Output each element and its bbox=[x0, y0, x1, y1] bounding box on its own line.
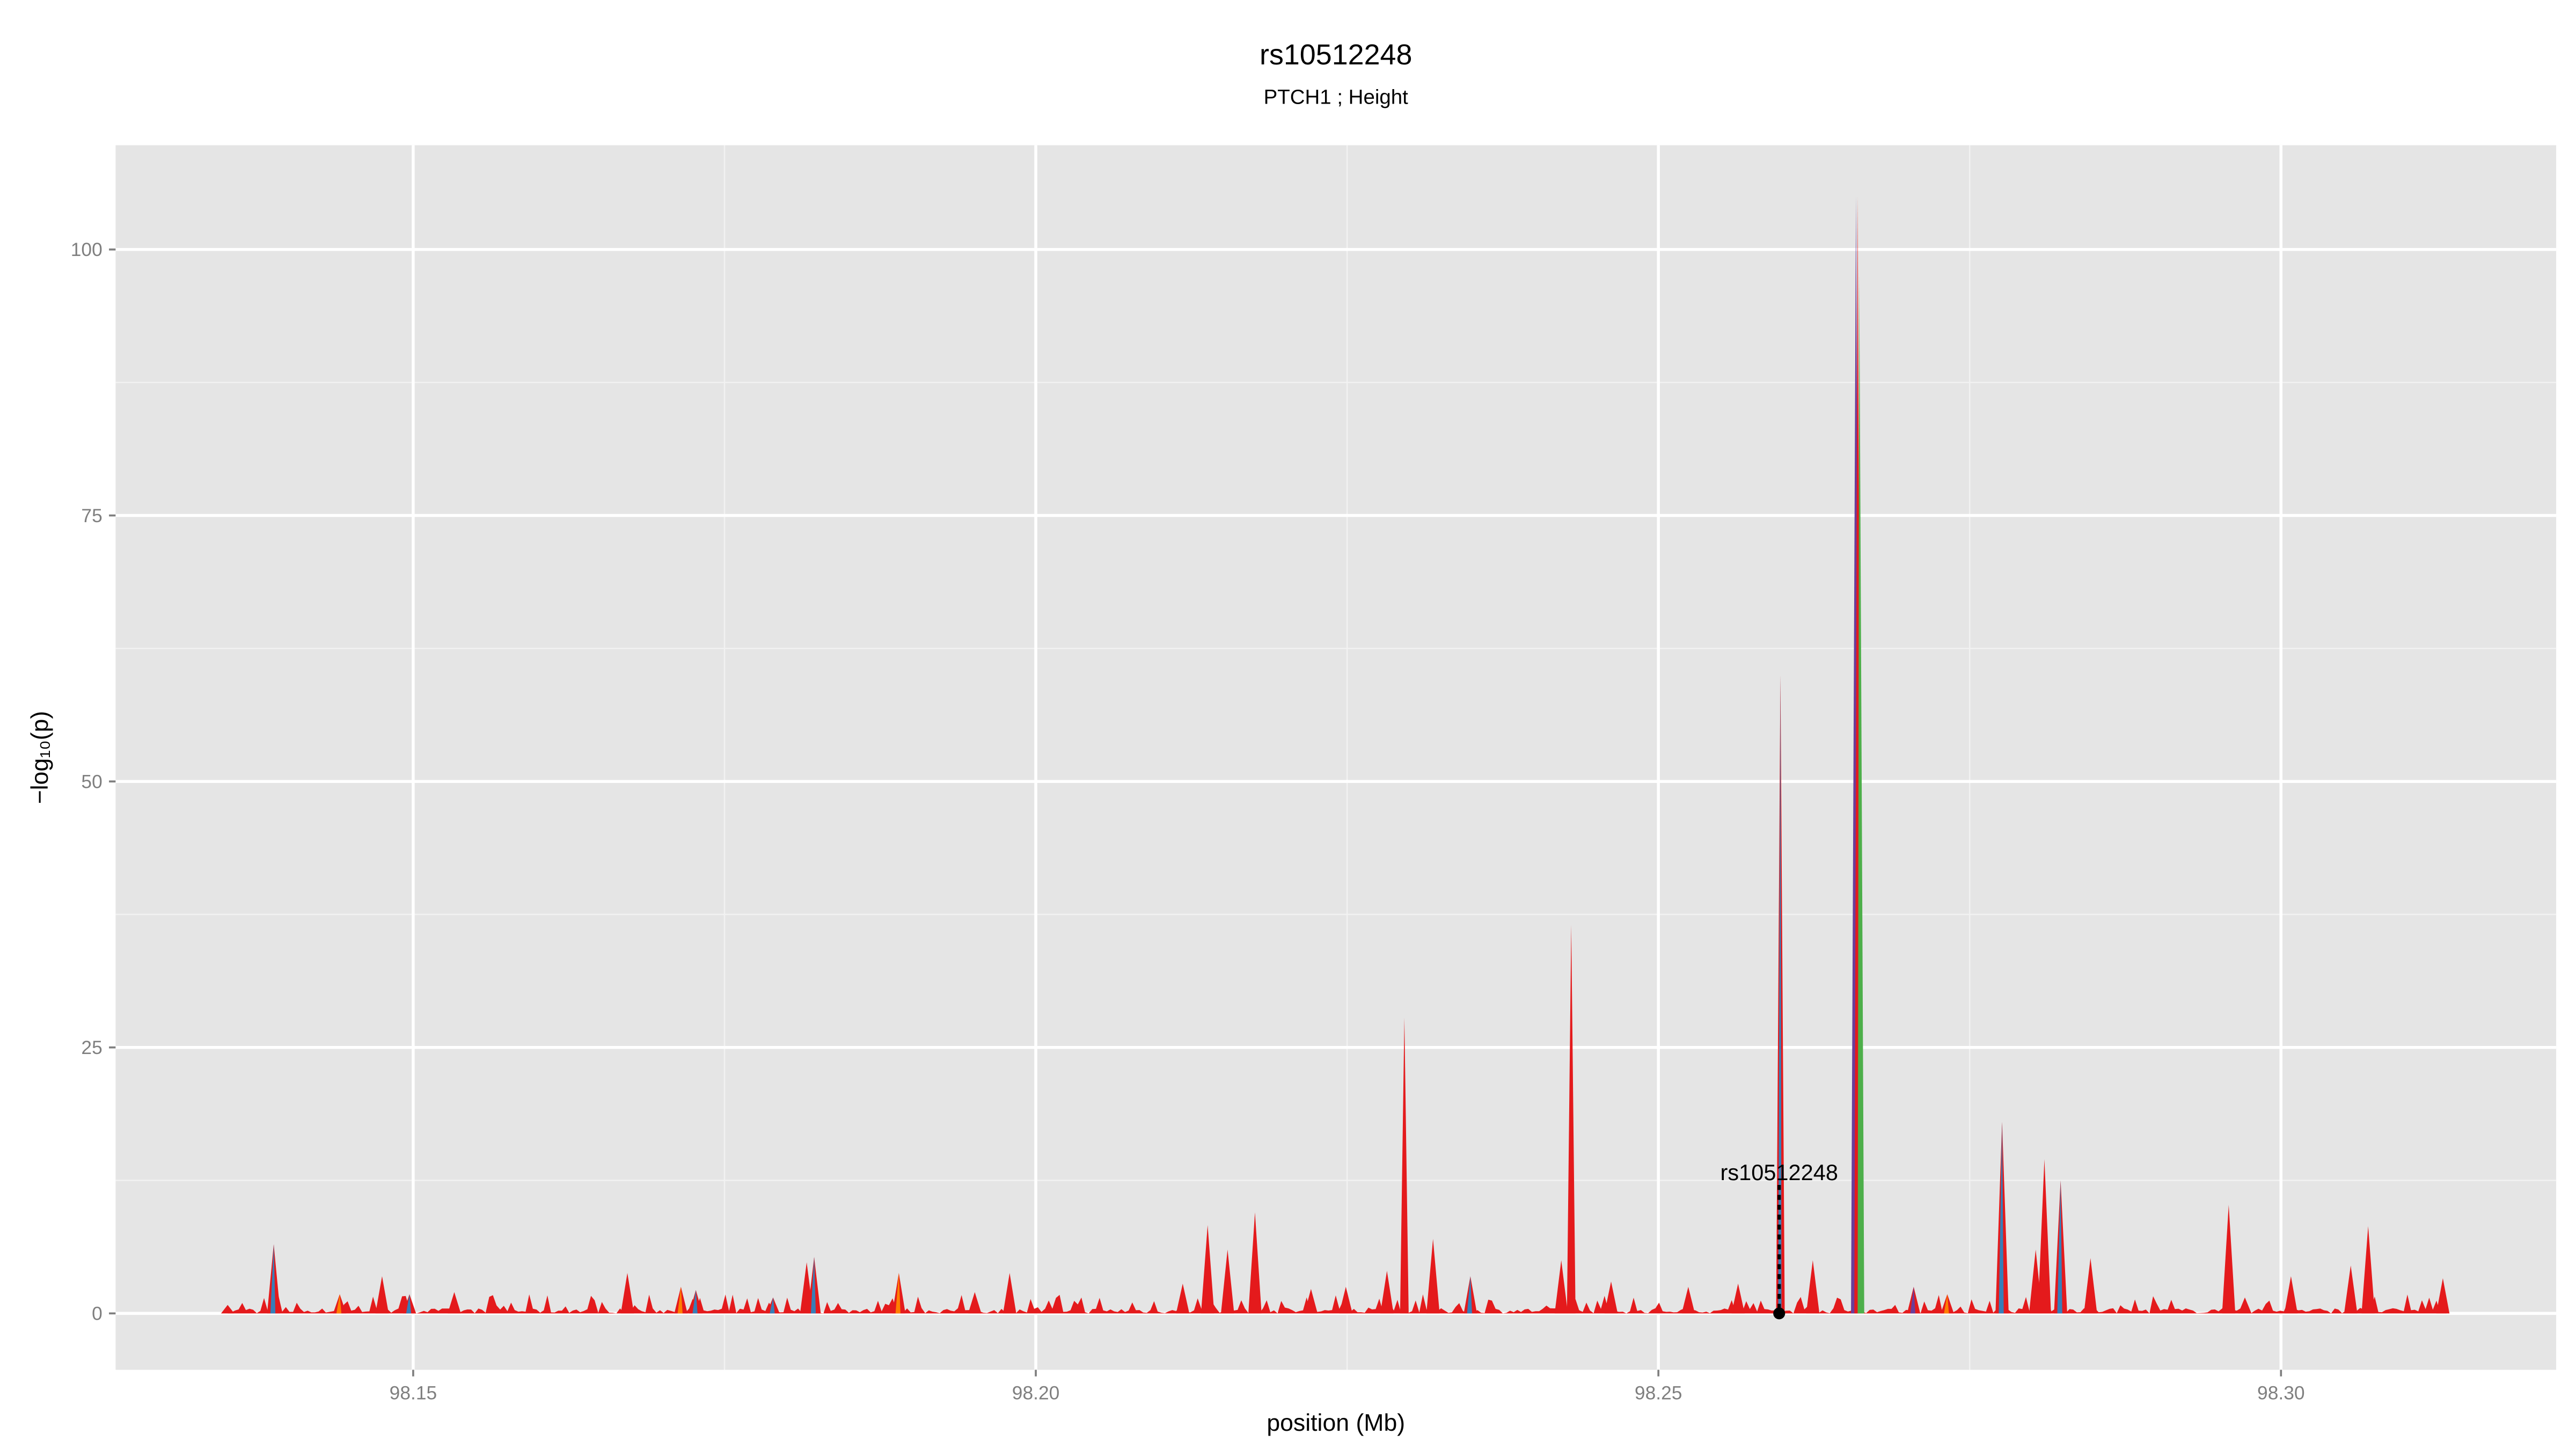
peak bbox=[1426, 1239, 1440, 1314]
peak bbox=[2284, 1276, 2298, 1314]
y-tick-label: 100 bbox=[71, 239, 103, 260]
peak-highlight bbox=[270, 1244, 276, 1314]
peak bbox=[2222, 1205, 2236, 1314]
peak bbox=[1554, 1260, 1568, 1314]
peak bbox=[968, 1292, 982, 1314]
peak-highlight bbox=[770, 1297, 775, 1314]
peak bbox=[1201, 1225, 1214, 1314]
peak-highlight bbox=[406, 1294, 412, 1314]
peak bbox=[1400, 1018, 1409, 1314]
x-tick-label: 98.20 bbox=[1012, 1383, 1060, 1404]
peak-highlight bbox=[1778, 675, 1782, 1314]
peak bbox=[2436, 1278, 2450, 1314]
peak bbox=[1003, 1272, 1016, 1314]
peak bbox=[1857, 274, 1864, 1314]
peaks bbox=[221, 196, 2450, 1314]
peak bbox=[1339, 1286, 1353, 1314]
peak-highlight bbox=[895, 1272, 901, 1314]
baseline-signal bbox=[228, 1294, 2447, 1314]
baseline-area bbox=[228, 1294, 2447, 1314]
x-tick-label: 98.30 bbox=[2257, 1383, 2305, 1404]
peak bbox=[1681, 1286, 1695, 1314]
peak bbox=[1221, 1249, 1234, 1314]
y-tick-label: 0 bbox=[92, 1304, 103, 1324]
peak-highlight bbox=[692, 1290, 698, 1314]
peak-highlight bbox=[336, 1294, 342, 1314]
x-tick-label: 98.25 bbox=[1635, 1383, 1682, 1404]
plot-panel bbox=[115, 145, 2557, 1370]
annotation: rs10512248 bbox=[1721, 1160, 1838, 1320]
peak bbox=[2083, 1258, 2097, 1314]
peak bbox=[1567, 925, 1576, 1314]
y-axis-title: −log₁₀(p) bbox=[27, 711, 53, 804]
peak bbox=[1176, 1283, 1190, 1314]
peak bbox=[375, 1276, 389, 1314]
x-axis-title: position (Mb) bbox=[1267, 1410, 1405, 1436]
annotation-label: rs10512248 bbox=[1721, 1160, 1838, 1185]
y-tick-label: 50 bbox=[81, 771, 102, 792]
peak-highlight bbox=[810, 1257, 816, 1314]
y-tick-label: 75 bbox=[81, 506, 102, 526]
peak bbox=[1731, 1283, 1745, 1314]
chart-subtitle: PTCH1 ; Height bbox=[1264, 86, 1409, 109]
peak bbox=[2038, 1159, 2051, 1314]
y-tick-label: 25 bbox=[81, 1037, 102, 1058]
peak-highlight bbox=[1910, 1286, 1915, 1314]
peak bbox=[221, 1305, 235, 1314]
peak bbox=[1304, 1289, 1318, 1314]
annotation-point bbox=[1773, 1307, 1785, 1320]
peak bbox=[2238, 1297, 2252, 1314]
x-tick-label: 98.15 bbox=[390, 1383, 437, 1404]
peak-highlight bbox=[2057, 1180, 2062, 1314]
peak-highlight bbox=[677, 1286, 683, 1314]
peak bbox=[1806, 1260, 1820, 1314]
peak bbox=[1248, 1212, 1262, 1314]
peak bbox=[620, 1272, 634, 1314]
chart-title: rs10512248 bbox=[1260, 39, 1412, 71]
peak-highlight bbox=[1467, 1276, 1472, 1314]
peak bbox=[1604, 1281, 1618, 1314]
peak bbox=[448, 1292, 461, 1314]
axes: 98.15 98.20 98.25 98.30 0 25 50 75 100 bbox=[71, 239, 2305, 1404]
peak bbox=[2361, 1226, 2375, 1314]
peak bbox=[2344, 1265, 2358, 1314]
peak-highlight bbox=[1999, 1122, 2004, 1314]
peak-highlight bbox=[1944, 1294, 1949, 1314]
peak bbox=[1380, 1271, 1394, 1314]
